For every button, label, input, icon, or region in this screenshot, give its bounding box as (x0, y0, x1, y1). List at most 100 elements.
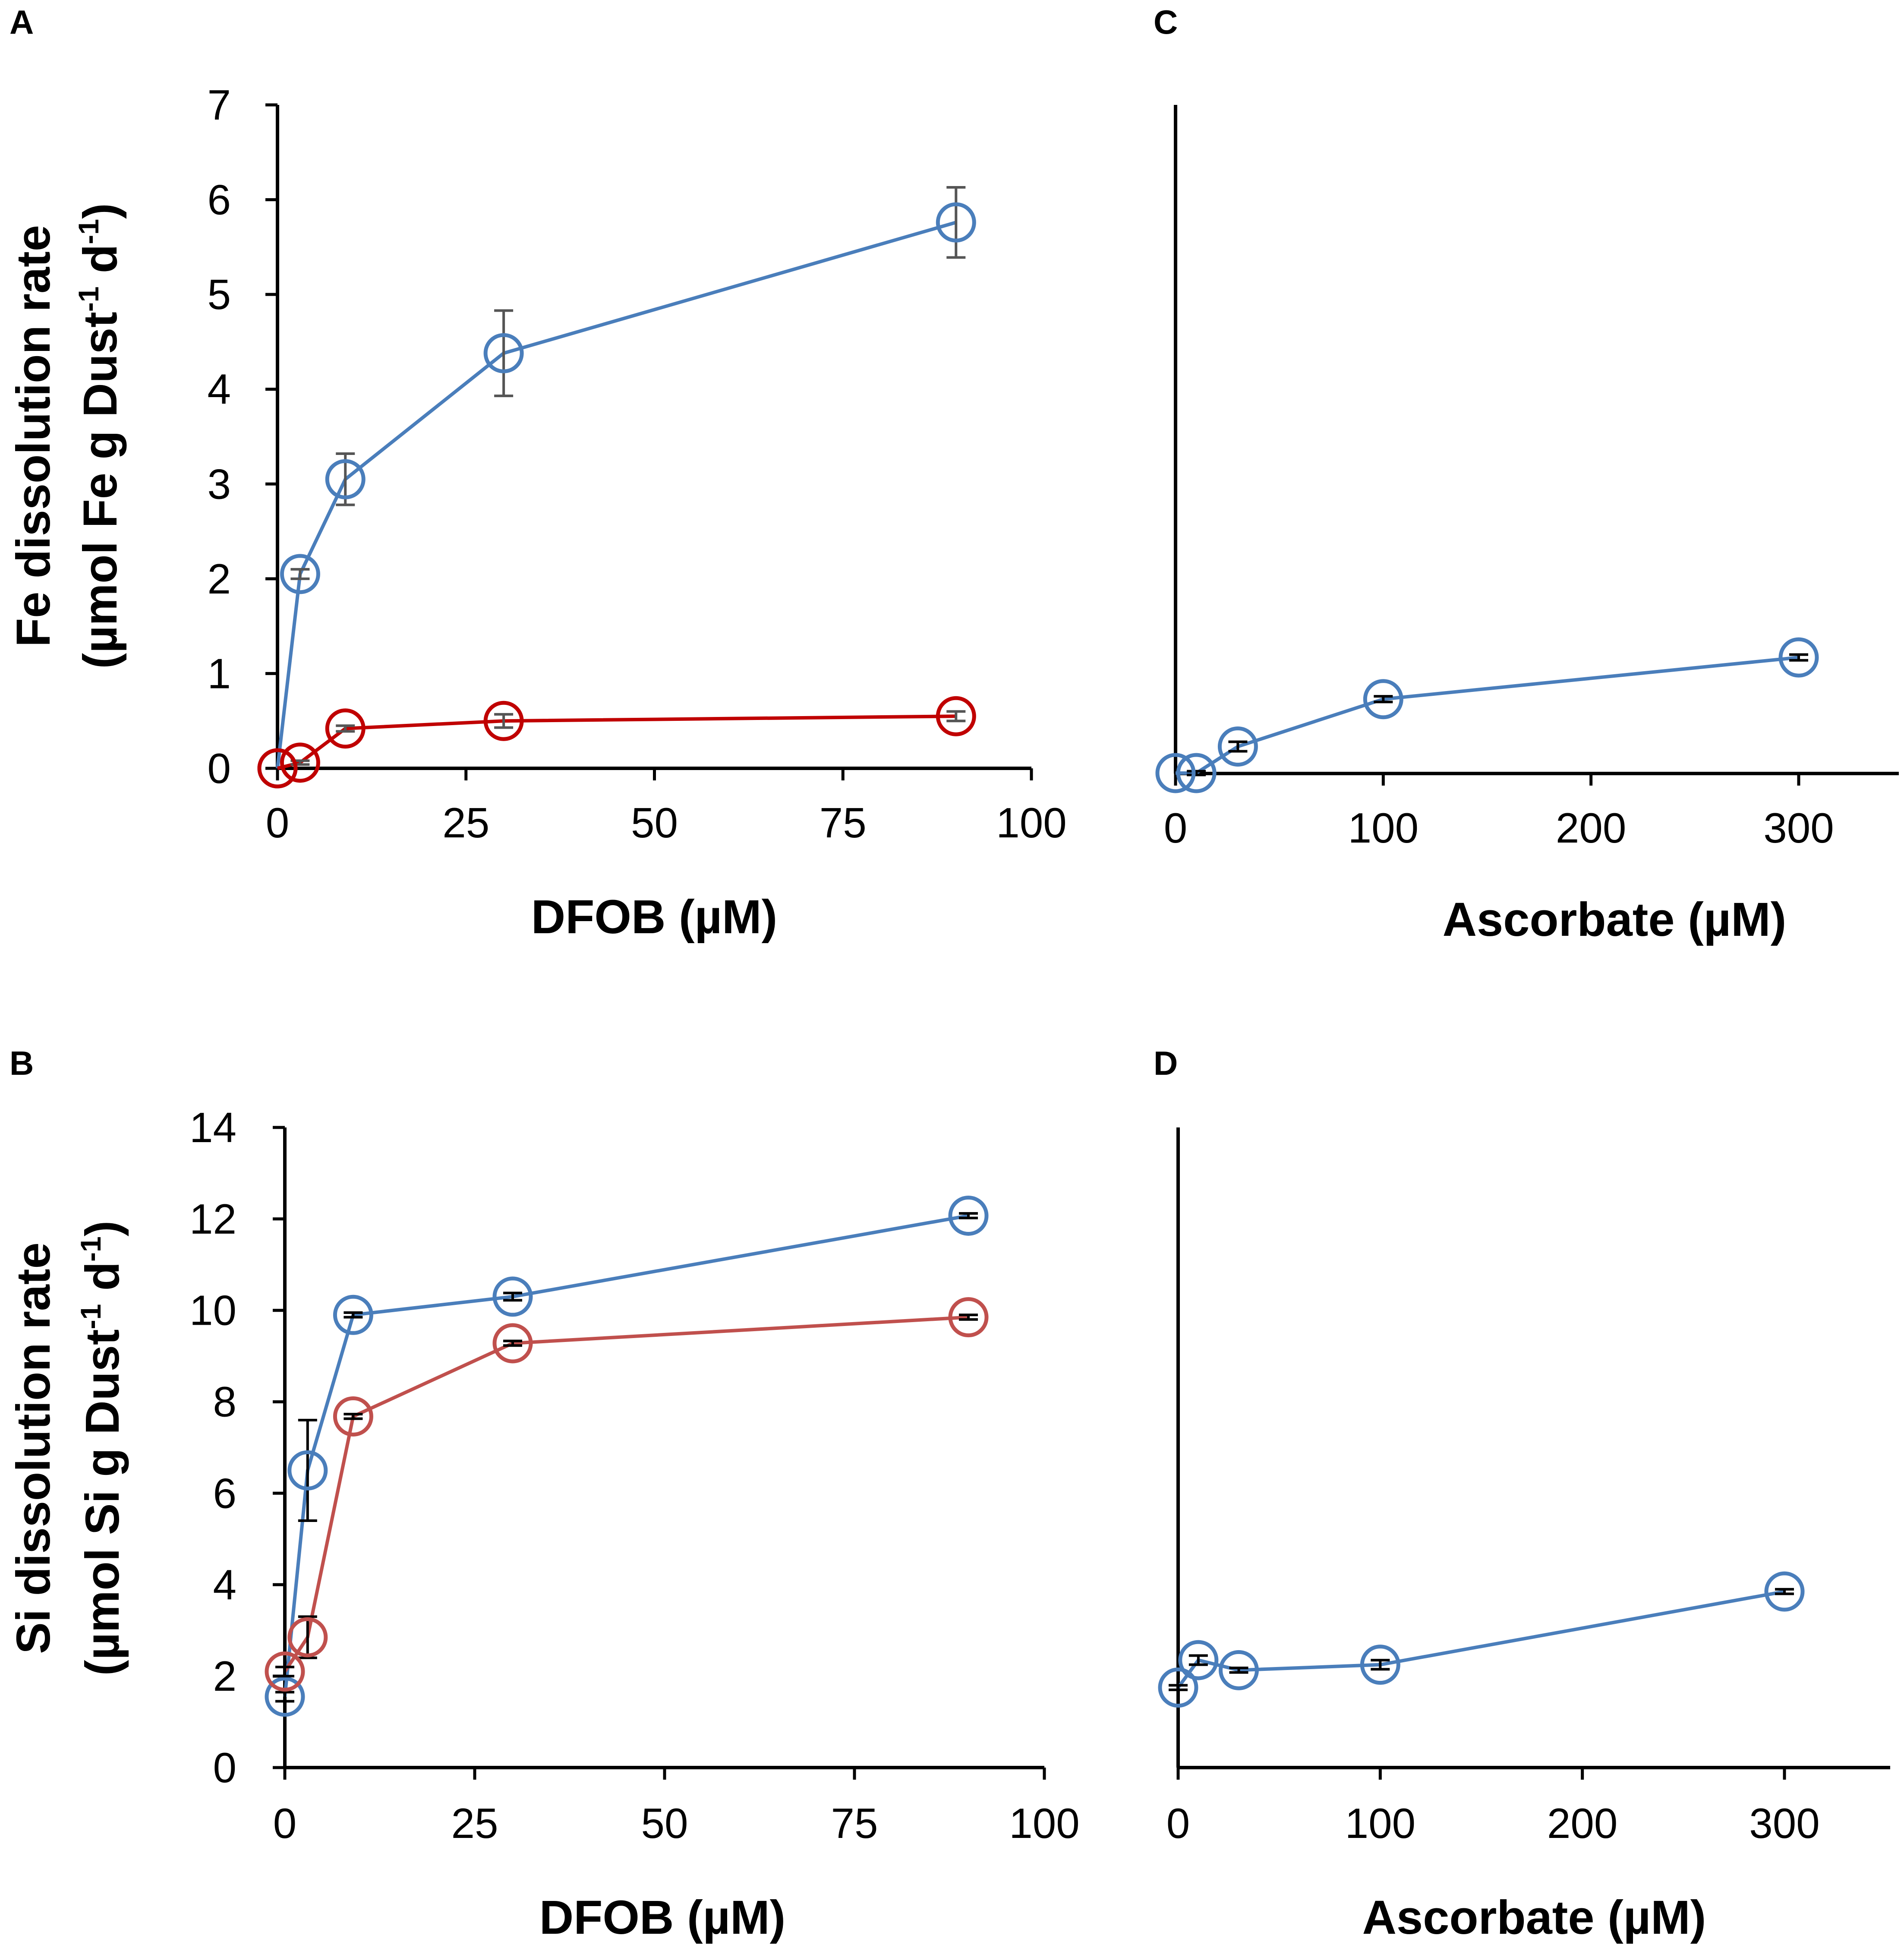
panel-a-error-bar-blue (290, 568, 310, 580)
panel-b-ylabel-part2: d (76, 1262, 129, 1304)
panel-c-x-tick-label: 0 (1164, 804, 1188, 852)
panel-d-error-bar-blue (1229, 1667, 1248, 1674)
panel-a-error-bar-blue (494, 309, 514, 398)
panel-b-x-tick-label: 0 (273, 1800, 297, 1847)
panel-b-y-tick-label: 2 (213, 1652, 236, 1700)
panel-b-y-tick-label: 0 (213, 1744, 236, 1791)
panel-letter-a: A (9, 3, 34, 41)
panel-a-data-point-blue (483, 333, 524, 373)
panel-d-series-line-blue (1176, 1590, 1785, 1689)
panel-a-data-point-red (483, 701, 524, 741)
panel-b-y-tick-label: 8 (213, 1378, 236, 1426)
panel-b-ylabel-sup1: -1 (75, 1304, 107, 1329)
panel-a-ylabel-sup2: -1 (73, 219, 104, 244)
panel-b-data-point-red (333, 1396, 373, 1437)
panel-a-error-bar-red (946, 710, 966, 723)
panel-b-data-point-blue (287, 1450, 328, 1490)
panel-d-error-bar-blue (1169, 1684, 1188, 1691)
panel-a-y-tick-label: 2 (207, 555, 231, 603)
panel-b-data-point-red (287, 1617, 328, 1658)
panel-b-error-bar-blue (503, 1291, 522, 1302)
panel-d: D 0 100 200 300 Ascorbate (µM) (1154, 1044, 1890, 1944)
panel-b-error-bar-blue (344, 1311, 363, 1319)
panel-b-data-point-red (265, 1651, 305, 1692)
panel-d-data-point-blue (1158, 1667, 1198, 1708)
panel-b-data-point-blue (948, 1195, 989, 1236)
panel-d-error-bar-blue (1371, 1659, 1390, 1671)
panel-a-error-bar-red (336, 724, 355, 733)
panel-a-data-point-blue (325, 459, 366, 499)
panel-a-y-tick-label: 4 (207, 366, 231, 413)
panel-a-x-tick-label: 0 (266, 799, 290, 846)
panel-c-series (1155, 637, 1819, 793)
panel-d-data-point-blue (1360, 1645, 1400, 1685)
panel-a-ylabel-part3: ) (74, 203, 127, 219)
panel-a-error-bar-red (494, 713, 514, 729)
panel-d-x-tick-label: 200 (1547, 1800, 1618, 1847)
panel-c-data-point-blue (1363, 679, 1403, 720)
panel-c: C 0 100 200 300 Ascorbate (µM) (1154, 3, 1899, 946)
panel-b-series-line-blue (283, 1214, 969, 1697)
panel-b-y-tick-label: 10 (189, 1287, 236, 1334)
panel-c-error-bar-blue (1374, 695, 1393, 704)
panel-b-x-tick-label: 50 (641, 1800, 688, 1847)
panel-c-x-tick-label: 200 (1556, 804, 1627, 852)
panel-a-data-point-red (257, 748, 298, 789)
panel-b-series (265, 1195, 989, 1717)
panel-c-data-point-blue (1778, 637, 1819, 678)
panel-b-error-bar-red (344, 1413, 363, 1420)
panel-b-y-tick-label: 4 (213, 1561, 236, 1608)
panel-a-data-point-red (280, 742, 320, 783)
panel-c-ticks: 0 100 200 300 (1164, 774, 1834, 852)
panel-a-y-tick-label: 5 (207, 271, 231, 318)
panel-a-data-point-red (325, 708, 366, 749)
panel-b-y-axis-title-line2: (µmol Si g Dust-1 d-1) (75, 1221, 129, 1676)
panel-b-x-tick-label: 75 (831, 1800, 878, 1847)
panel-a-y-tick-label: 1 (207, 650, 231, 697)
panel-c-x-tick-label: 100 (1348, 804, 1419, 852)
panel-b-x-axis-title: DFOB (µM) (539, 1891, 785, 1944)
panel-a-y-tick-label: 6 (207, 176, 231, 224)
panel-a: A 0 25 50 75 100 0 1 2 3 4 5 6 7 DFOB (µM) Fe dissol… (7, 3, 1067, 944)
panel-d-x-tick-label: 300 (1749, 1800, 1820, 1847)
panel-c-series-line-blue (1176, 656, 1799, 775)
panel-b-y-tick-label: 6 (213, 1469, 236, 1517)
panel-c-error-bar-blue (1789, 653, 1808, 662)
panel-a-ylabel-sup1: -1 (73, 287, 104, 312)
panel-a-data-point-red (936, 696, 976, 736)
panel-b-data-point-blue (492, 1276, 533, 1317)
panel-b-series-line-red (283, 1315, 969, 1673)
panel-a-x-axis-title: DFOB (µM) (531, 890, 777, 944)
panel-d-data-point-blue (1178, 1640, 1219, 1680)
panel-b-error-bar-blue (298, 1418, 317, 1522)
panel-letter-c: C (1154, 3, 1178, 41)
panel-a-series-line-red (277, 714, 956, 770)
panel-c-error-bar-blue (1228, 740, 1248, 753)
panel-b-error-bar-red (275, 1665, 294, 1678)
panel-c-data-point-blue (1176, 753, 1217, 793)
panel-d-x-tick-label: 0 (1166, 1800, 1190, 1847)
panel-d-x-tick-label: 100 (1345, 1800, 1416, 1847)
panel-a-y-tick-label: 3 (207, 460, 231, 508)
panel-a-x-tick-label: 50 (631, 799, 678, 846)
panel-d-data-point-blue (1219, 1650, 1259, 1690)
panel-b-error-bar-blue (959, 1212, 978, 1219)
panel-d-series (1158, 1571, 1805, 1708)
panel-d-ticks: 0 100 200 300 (1166, 1768, 1820, 1847)
panel-a-x-tick-label: 75 (820, 799, 867, 846)
panel-b-data-point-blue (265, 1676, 305, 1717)
panel-b-error-bar-red (503, 1339, 522, 1347)
panel-c-error-bar-blue (1187, 770, 1206, 777)
panel-a-error-bar-blue (946, 186, 966, 259)
panel-b-error-bar-red (298, 1615, 317, 1659)
panel-b: B 0 25 50 75 100 0 2 4 6 8 10 12 14 DFOB (µM) Si dis… (7, 1044, 1080, 1944)
panel-b-ylabel-part1: (µmol Si g Dust (76, 1329, 129, 1676)
panel-b-data-point-blue (333, 1294, 373, 1335)
panel-a-ylabel-part2: d (74, 244, 127, 287)
panel-b-x-tick-label: 100 (1009, 1800, 1080, 1847)
panel-a-x-tick-label: 100 (996, 799, 1067, 846)
panel-d-x-axis-title: Ascorbate (µM) (1362, 1891, 1706, 1944)
panel-a-y-tick-label: 7 (207, 81, 231, 129)
panel-b-error-bar-red (959, 1313, 978, 1321)
